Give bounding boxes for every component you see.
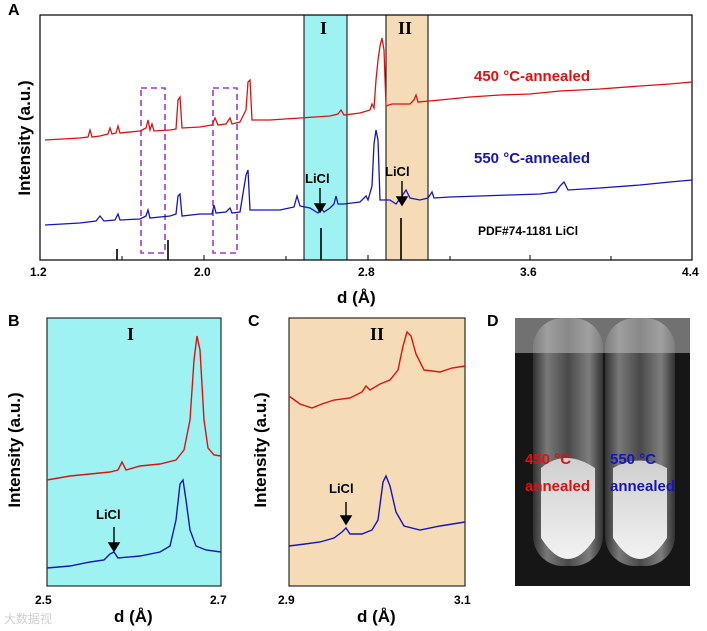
panel-b-licl-arrow <box>107 527 121 553</box>
panel-a-licl-arrows <box>313 181 409 214</box>
panel-a-xtick: 2.0 <box>194 265 211 279</box>
dashed-box-2 <box>212 87 238 254</box>
reference-sticks <box>116 218 402 260</box>
panel-a-trace-450 <box>44 37 693 141</box>
region-ii-label: II <box>398 18 413 38</box>
panel-d-label: D <box>487 313 499 330</box>
dashed-box-1 <box>140 87 166 254</box>
panel-b-xlabel: d (Å) <box>114 607 153 626</box>
series-450-label: 450 °C-annealed <box>474 68 591 85</box>
panel-b-trace-450 <box>46 335 222 481</box>
vial-left-label-1: 450 °C <box>525 451 572 468</box>
panel-a-licl-label-1: LiCl <box>305 171 330 186</box>
panel-c-label: C <box>248 313 260 330</box>
vial-right-label-1: 550 °C <box>610 451 657 468</box>
panel-a-xlabel: d (Å) <box>337 288 376 307</box>
panel-a-trace-550 <box>44 129 693 226</box>
region-ii-band <box>385 14 429 261</box>
panel-b-xtick: 2.5 <box>35 593 52 607</box>
panel-a-xtick: 2.8 <box>358 265 375 279</box>
panel-a-licl-label-2: LiCl <box>385 164 410 179</box>
panel-b-frame <box>46 317 222 587</box>
panel-c-ylabel: Intensity (a.u.) <box>251 392 270 508</box>
vial-photo-drawing <box>515 318 690 586</box>
panel-c-trace-550 <box>288 474 466 547</box>
vial-left-label-2: annealed <box>525 478 591 495</box>
region-i-label: I <box>320 18 328 38</box>
series-550-label: 550 °C-annealed <box>474 150 591 167</box>
panel-b-trace-550 <box>46 478 222 569</box>
panel-b-licl-label: LiCl <box>96 507 121 522</box>
panel-c-licl-arrow <box>339 502 353 526</box>
panel-a-label: A <box>8 2 20 19</box>
panel-c-frame <box>288 317 466 587</box>
panel-c-xlabel: d (Å) <box>357 607 396 626</box>
panel-c-region-label: II <box>370 324 385 344</box>
panel-c-xtick: 2.9 <box>278 593 295 607</box>
panel-c-trace-450 <box>288 330 466 409</box>
panel-b-label: B <box>8 313 20 330</box>
panel-b-xtick: 2.7 <box>210 593 227 607</box>
vial-right-label-2: annealed <box>610 478 676 495</box>
vial-photo: 450 °C annealed 550 °C annealed <box>515 318 690 586</box>
reference-label: PDF#74-1181 LiCl <box>478 224 579 238</box>
panel-b-ylabel: Intensity (a.u.) <box>5 392 24 508</box>
panel-a-xtick: 1.2 <box>30 265 47 279</box>
panel-c-xtick: 3.1 <box>454 593 471 607</box>
panel-c-licl-label: LiCl <box>329 481 354 496</box>
panel-a-frame <box>39 14 693 261</box>
watermark: 大数据视 <box>4 612 53 626</box>
panel-a-ylabel: Intensity (a.u.) <box>15 80 34 196</box>
panel-a-xticks <box>39 255 612 260</box>
panel-a-xtick: 4.4 <box>682 265 699 279</box>
panel-a-xtick: 3.6 <box>520 265 537 279</box>
panel-b-region-label: I <box>127 324 135 344</box>
region-i-band <box>303 14 348 261</box>
